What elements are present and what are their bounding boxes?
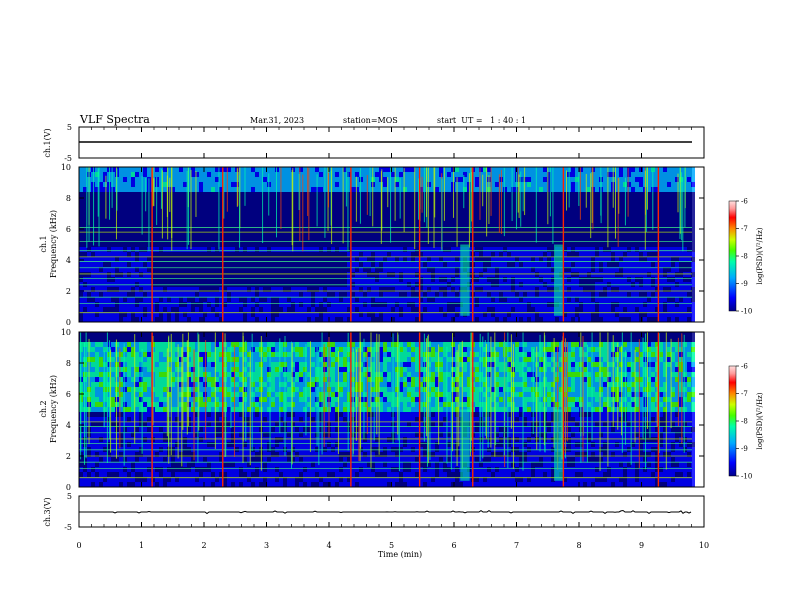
time-tick-9: 9 <box>639 541 644 550</box>
ch1-colorbar-tick--6: -6 <box>741 198 748 206</box>
time-tick-7: 7 <box>514 541 519 550</box>
ch1-colorbar-tick--9: -9 <box>741 280 748 288</box>
ch1-waveform-panel: 5 -5 ch.1(V) <box>43 123 705 163</box>
ch2-colorbar-tick--10: -10 <box>741 473 752 481</box>
ch2-colorbar-tick--6: -6 <box>741 363 748 371</box>
ch1-colorbar-gradient <box>728 200 737 312</box>
ch2-spectrogram-ytick-8: 8 <box>66 359 71 368</box>
ch1-colorbar-tick--8: -8 <box>741 253 748 261</box>
ch2-colorbar-tick--9: -9 <box>741 445 748 453</box>
ch1-waveform-ylabel: ch.1(V) <box>43 128 52 157</box>
ch1-colorbar-label: log(PSD)(V²/Hz) <box>756 227 764 284</box>
ch3-waveform-trace <box>79 509 692 515</box>
ch1-spectrogram-ytick-10: 10 <box>61 163 71 172</box>
ch3-waveform-panel: 5 -5 ch.3(V) <box>43 492 705 532</box>
ch2-spectrogram-ytick-2: 2 <box>66 452 71 461</box>
ch1-colorbar-tick--10: -10 <box>741 308 752 316</box>
time-tick-8: 8 <box>576 541 581 550</box>
ch1-colorbar-tick--7: -7 <box>741 225 748 233</box>
ch3-waveform-ylabel: ch.3(V) <box>43 497 52 526</box>
ch2-spectrogram-ylabel2: Frequency (kHz) <box>49 375 58 443</box>
ch1-spectrogram-ylabel: ch.1 <box>39 235 48 252</box>
ch1-spectrogram-ytick-8: 8 <box>66 194 71 203</box>
ch2-spectrogram-ytick-4: 4 <box>66 421 71 430</box>
ch1-spectrogram-panel: ch.1 Frequency (kHz) 0 2 4 6 8 10 <box>39 163 705 327</box>
ch2-spectrogram-image <box>79 332 704 487</box>
ch2-colorbar: -6 -7 -8 -9 -10 log(PSD)(V²/Hz) <box>728 363 764 481</box>
ch2-spectrogram-ytick-0: 0 <box>66 483 71 492</box>
date-label: Mar.31, 2023 <box>250 116 304 125</box>
ch2-spectrogram-ylabel: ch.2 <box>39 400 48 417</box>
time-tick-1: 1 <box>139 541 144 550</box>
time-tick-5: 5 <box>389 541 394 550</box>
ch2-colorbar-label: log(PSD)(V²/Hz) <box>756 392 764 449</box>
ch3-ytick-5: 5 <box>67 492 72 501</box>
ch1-spectrogram-ytick-6: 6 <box>66 225 71 234</box>
time-tick-4: 4 <box>326 541 331 550</box>
figure-title: VLF Spectra <box>79 113 150 126</box>
ch1-spectrogram-ytick-0: 0 <box>66 318 71 327</box>
ch2-colorbar-gradient <box>728 365 737 477</box>
time-axis: 0 1 2 3 4 5 6 7 8 9 10 <box>76 127 709 550</box>
ch2-colorbar-tick--7: -7 <box>741 390 748 398</box>
time-tick-3: 3 <box>264 541 269 550</box>
ch1-spectrogram-ytick-4: 4 <box>66 256 71 265</box>
ch1-spectrogram-image <box>79 167 704 322</box>
start-ut-label: start UT = 1 : 40 : 1 <box>437 116 526 125</box>
time-tick-2: 2 <box>201 541 206 550</box>
time-tick-10: 10 <box>699 541 709 550</box>
ch1-colorbar: -6 -7 -8 -9 -10 log(PSD)(V²/Hz) <box>728 198 764 316</box>
ch2-spectrogram-ytick-10: 10 <box>61 328 71 337</box>
station-label: station=MOS <box>343 116 398 125</box>
ch2-spectrogram-ytick-6: 6 <box>66 390 71 399</box>
ch1-ytick-neg5: -5 <box>64 154 72 163</box>
time-tick-6: 6 <box>451 541 456 550</box>
time-axis-label: Time (min) <box>378 550 422 559</box>
ch2-colorbar-tick--8: -8 <box>741 418 748 426</box>
ch1-ytick-5: 5 <box>67 123 72 132</box>
ch1-spectrogram-ytick-2: 2 <box>66 287 71 296</box>
ch2-spectrogram-panel: ch.2 Frequency (kHz) 0 2 4 6 8 10 <box>39 328 705 492</box>
time-tick-0: 0 <box>76 541 81 550</box>
ch1-spectrogram-ylabel2: Frequency (kHz) <box>49 210 58 278</box>
ch3-ytick-neg5: -5 <box>64 523 72 532</box>
